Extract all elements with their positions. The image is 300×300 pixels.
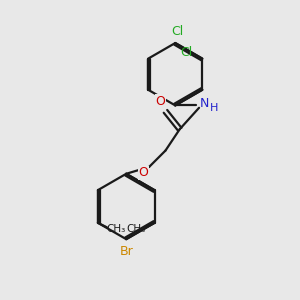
Text: Cl: Cl xyxy=(181,46,193,59)
Text: N: N xyxy=(200,97,210,110)
Text: CH₃: CH₃ xyxy=(107,224,126,234)
Text: Br: Br xyxy=(119,244,133,258)
Text: H: H xyxy=(210,103,219,113)
Text: Cl: Cl xyxy=(171,25,183,38)
Text: O: O xyxy=(155,95,165,108)
Text: CH₃: CH₃ xyxy=(127,224,146,234)
Text: O: O xyxy=(138,167,148,179)
